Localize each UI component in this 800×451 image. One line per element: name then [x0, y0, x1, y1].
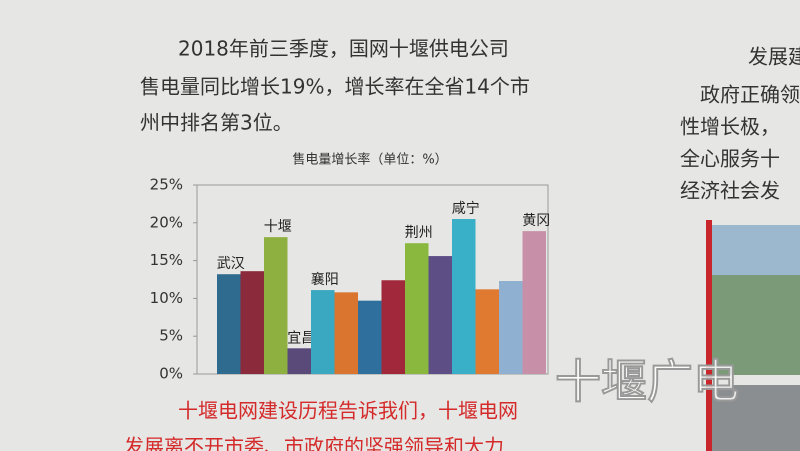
bar-label: 咸宁	[452, 200, 480, 217]
bar	[264, 237, 288, 374]
y-tick-label: 10%	[150, 289, 183, 307]
side-line: 全心服务十	[680, 147, 780, 171]
bottom-line: 发展离不开市委、市政府的坚强领导和大力	[124, 435, 504, 451]
y-tick-label: 15%	[150, 251, 183, 269]
chart-title: 售电量增长率（单位：%）	[292, 152, 447, 168]
paragraph-line: 2018年前三季度，国网十堰供电公司	[178, 37, 509, 61]
bar-label: 荆州	[405, 225, 433, 241]
photo	[712, 385, 800, 451]
bar	[405, 243, 429, 374]
bottom-line: 十堰电网建设历程告诉我们，十堰电网	[178, 399, 518, 423]
bar-label: 黄冈	[522, 212, 550, 229]
paragraph-line: 州中排名第3位。	[140, 111, 293, 135]
bar	[475, 289, 499, 374]
paragraph-line: 售电量同比增长19%，增长率在全省14个市	[140, 75, 530, 99]
side-line: 经济社会发	[680, 179, 780, 203]
bar	[334, 292, 358, 374]
bar-label: 十堰	[264, 219, 292, 235]
bar	[240, 271, 264, 374]
bar	[499, 281, 523, 374]
bar-label: 宜昌	[287, 330, 315, 346]
bar	[452, 219, 476, 374]
y-tick-label: 25%	[150, 176, 183, 194]
bar-label: 襄阳	[311, 272, 339, 288]
bar	[428, 256, 452, 374]
side-line: 政府正确领	[700, 83, 800, 107]
bar-label: 武汉	[217, 256, 245, 272]
side-line: 发展建	[748, 45, 800, 69]
y-tick-label: 5%	[159, 327, 183, 345]
watermark: 十堰广电	[555, 355, 739, 409]
photo-frame	[706, 220, 712, 451]
bar	[217, 274, 241, 374]
y-tick-label: 20%	[150, 213, 183, 231]
bar	[522, 231, 546, 374]
bar	[381, 280, 405, 374]
bar	[311, 290, 335, 374]
y-tick-label: 0%	[159, 365, 183, 383]
bar	[287, 348, 311, 374]
side-line: 性增长极，	[680, 115, 780, 139]
photo-sky	[712, 225, 800, 275]
bar	[358, 300, 382, 374]
